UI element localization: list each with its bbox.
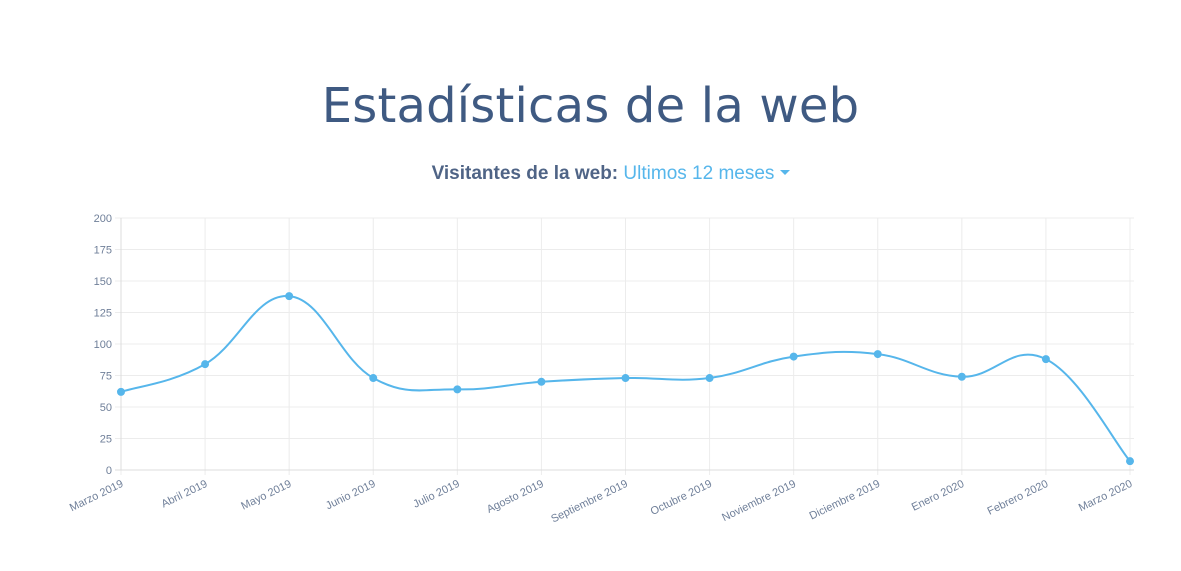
- x-tick-label: Agosto 2019: [485, 478, 546, 516]
- x-tick-label: Junio 2019: [324, 478, 378, 512]
- data-point[interactable]: [1041, 355, 1050, 364]
- y-tick-label: 75: [100, 371, 112, 383]
- y-tick-label: 125: [94, 308, 112, 320]
- grid-lines: [115, 217, 1134, 475]
- y-tick-labels: 0 25 50 75 100 125 150 175 200: [94, 213, 112, 477]
- y-tick-label: 25: [100, 434, 112, 446]
- data-point[interactable]: [537, 377, 546, 386]
- x-tick-label: Julio 2019: [411, 478, 461, 511]
- data-point[interactable]: [621, 374, 630, 383]
- data-point[interactable]: [705, 374, 714, 383]
- period-dropdown-label: Ultimos 12 meses: [623, 163, 775, 184]
- x-tick-label: Febrero 2020: [986, 478, 1051, 518]
- data-point[interactable]: [201, 360, 210, 369]
- data-point[interactable]: [957, 372, 966, 381]
- x-tick-label: Abril 2019: [160, 478, 210, 511]
- x-tick-label: Marzo 2020: [1077, 478, 1134, 514]
- chart-header: Visitantes de la web: Ultimos 12 meses: [0, 161, 1181, 187]
- y-tick-label: 150: [94, 276, 112, 288]
- data-point[interactable]: [873, 350, 882, 359]
- page-title: Estadísticas de la web: [321, 78, 860, 135]
- chart-header-label: Visitantes de la web:: [431, 163, 619, 184]
- caret-down-icon: [780, 169, 791, 175]
- y-tick-label: 100: [94, 339, 112, 351]
- data-point[interactable]: [117, 387, 125, 396]
- y-tick-label: 0: [106, 465, 112, 477]
- x-tick-label: Octubre 2019: [649, 478, 714, 518]
- data-point[interactable]: [369, 374, 378, 383]
- period-dropdown[interactable]: Ultimos 12 meses: [623, 163, 791, 184]
- y-tick-label: 50: [100, 402, 112, 414]
- data-point[interactable]: [285, 292, 294, 301]
- data-point[interactable]: [453, 385, 462, 394]
- x-tick-label: Marzo 2019: [68, 478, 125, 514]
- y-tick-label: 200: [94, 213, 112, 225]
- axes: [115, 218, 1134, 471]
- visitors-series: [117, 292, 1134, 466]
- x-tick-label: Septiembre 2019: [549, 478, 630, 526]
- data-point[interactable]: [789, 352, 798, 361]
- x-tick-label: Mayo 2019: [239, 478, 293, 513]
- x-tick-labels: Marzo 2019 Abril 2019 Mayo 2019 Junio 2019 J…: [68, 478, 1134, 526]
- y-tick-label: 175: [94, 245, 112, 257]
- x-tick-label: Diciembre 2019: [808, 478, 883, 523]
- x-tick-label: Noviembre 2019: [720, 478, 798, 524]
- data-point[interactable]: [1126, 457, 1134, 466]
- x-tick-label: Enero 2020: [910, 478, 966, 514]
